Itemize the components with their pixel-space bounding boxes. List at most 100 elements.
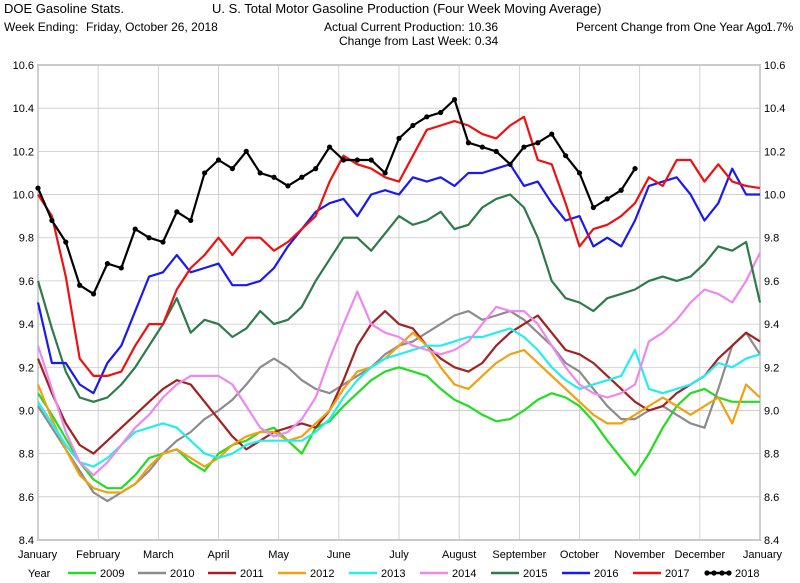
data-point-2018 <box>215 157 222 163</box>
y-tick-label-left: 10.4 <box>13 103 34 115</box>
data-point-2018 <box>549 131 555 137</box>
data-point-2018 <box>479 144 485 150</box>
series-2012 <box>36 331 761 494</box>
x-month-label: October <box>560 549 599 561</box>
series-2011 <box>36 310 761 455</box>
y-tick-label-right: 9.2 <box>764 362 779 374</box>
data-point-2018 <box>590 204 596 211</box>
legend-label: 2009 <box>100 568 124 580</box>
legend-item-2010: 2010 <box>138 568 194 580</box>
y-tick-label-right: 10.0 <box>764 190 785 202</box>
data-point-2018 <box>132 226 138 232</box>
y-tick-label-left: 9.6 <box>19 276 34 288</box>
legend-label: 2017 <box>665 568 689 580</box>
legend-item-2018: 2018 <box>704 568 759 580</box>
data-point-2018 <box>63 239 69 245</box>
legend-label: 2014 <box>452 568 476 580</box>
data-point-2018 <box>382 170 388 176</box>
chart-title: U. S. Total Motor Gasoline Production (F… <box>212 1 602 16</box>
y-tick-label-right: 8.6 <box>764 492 779 504</box>
legend-item-2013: 2013 <box>349 568 405 580</box>
data-point-2018 <box>188 217 194 224</box>
x-month-label: March <box>143 549 174 561</box>
current-production: Actual Current Production: 10.36 <box>324 20 499 34</box>
x-month-label: January <box>18 549 58 561</box>
data-point-2018 <box>465 140 472 146</box>
y-tick-label-left: 10.2 <box>13 146 34 158</box>
y-tick-label-right: 8.4 <box>764 535 779 547</box>
data-point-2018 <box>160 239 166 245</box>
legend-marker <box>719 570 725 576</box>
y-tick-label-left: 8.8 <box>19 449 34 461</box>
y-tick-label-right: 9.6 <box>764 276 779 288</box>
series-line-2014 <box>36 252 761 477</box>
x-month-label: August <box>442 549 476 561</box>
data-point-2018 <box>438 109 444 116</box>
data-point-2018 <box>368 157 374 163</box>
y-tick-label-left: 9.0 <box>19 405 34 417</box>
legend-item-2009: 2009 <box>68 568 124 580</box>
y-tick-label-left: 10.6 <box>13 60 34 72</box>
x-month-label: June <box>327 549 351 561</box>
data-point-2018 <box>313 166 319 172</box>
data-point-2018 <box>174 209 180 215</box>
legend-marker <box>704 570 710 576</box>
series-2014 <box>36 252 761 477</box>
data-point-2018 <box>299 174 305 180</box>
app-title: DOE Gasoline Stats. <box>4 1 124 16</box>
x-month-label: September <box>492 549 546 561</box>
y-tick-label-left: 8.4 <box>19 535 34 547</box>
data-point-2018 <box>35 185 41 191</box>
legend-item-2014: 2014 <box>420 568 476 580</box>
series-line-2015 <box>36 193 762 403</box>
data-point-2018 <box>118 265 124 271</box>
legend-item-2017: 2017 <box>633 568 689 580</box>
series-2018 <box>35 96 638 297</box>
series-2009 <box>37 366 760 490</box>
change-last-week: Change from Last Week: 0.34 <box>339 34 499 48</box>
data-point-2018 <box>146 235 152 241</box>
y-tick-label-right: 9.0 <box>764 405 779 417</box>
series-line-2012 <box>36 331 761 494</box>
data-point-2018 <box>49 217 55 224</box>
x-month-label: January <box>743 549 783 561</box>
data-point-2018 <box>424 114 430 120</box>
data-point-2018 <box>257 170 263 176</box>
data-point-2018 <box>493 148 499 154</box>
y-tick-label-right: 10.6 <box>764 60 785 72</box>
series-2016 <box>36 163 760 395</box>
data-point-2018 <box>202 170 208 176</box>
data-point-2018 <box>271 174 277 180</box>
series-2017 <box>37 115 761 377</box>
legend-label: 2018 <box>735 568 759 580</box>
data-point-2018 <box>451 96 458 103</box>
week-ending-label: Week Ending: <box>4 20 79 34</box>
data-point-2018 <box>604 196 610 202</box>
x-month-label: December <box>674 549 725 561</box>
series-line-2016 <box>36 163 760 395</box>
series-2013 <box>37 327 761 468</box>
data-point-2018 <box>535 140 541 146</box>
series-2015 <box>36 193 762 403</box>
data-point-2018 <box>340 157 347 163</box>
data-point-2018 <box>285 183 291 189</box>
data-point-2018 <box>507 161 513 167</box>
pct-change-value: 1.7% <box>766 20 794 34</box>
legend-label: 2010 <box>170 568 194 580</box>
data-point-2018 <box>521 144 527 150</box>
y-tick-label-left: 9.2 <box>19 362 34 374</box>
x-month-label: February <box>76 549 121 561</box>
y-tick-label-right: 8.8 <box>764 449 779 461</box>
series-line-2017 <box>37 115 761 377</box>
data-point-2018 <box>576 170 583 176</box>
y-tick-label-left: 9.8 <box>19 233 34 245</box>
data-point-2018 <box>396 135 402 142</box>
y-tick-label-left: 10.0 <box>13 190 34 202</box>
legend-label: 2013 <box>381 568 405 580</box>
legend-item-2011: 2011 <box>208 568 264 580</box>
data-point-2018 <box>410 122 416 129</box>
series-line-2009 <box>37 366 760 490</box>
y-tick-label-right: 9.4 <box>764 319 779 331</box>
data-point-2018 <box>229 166 235 172</box>
